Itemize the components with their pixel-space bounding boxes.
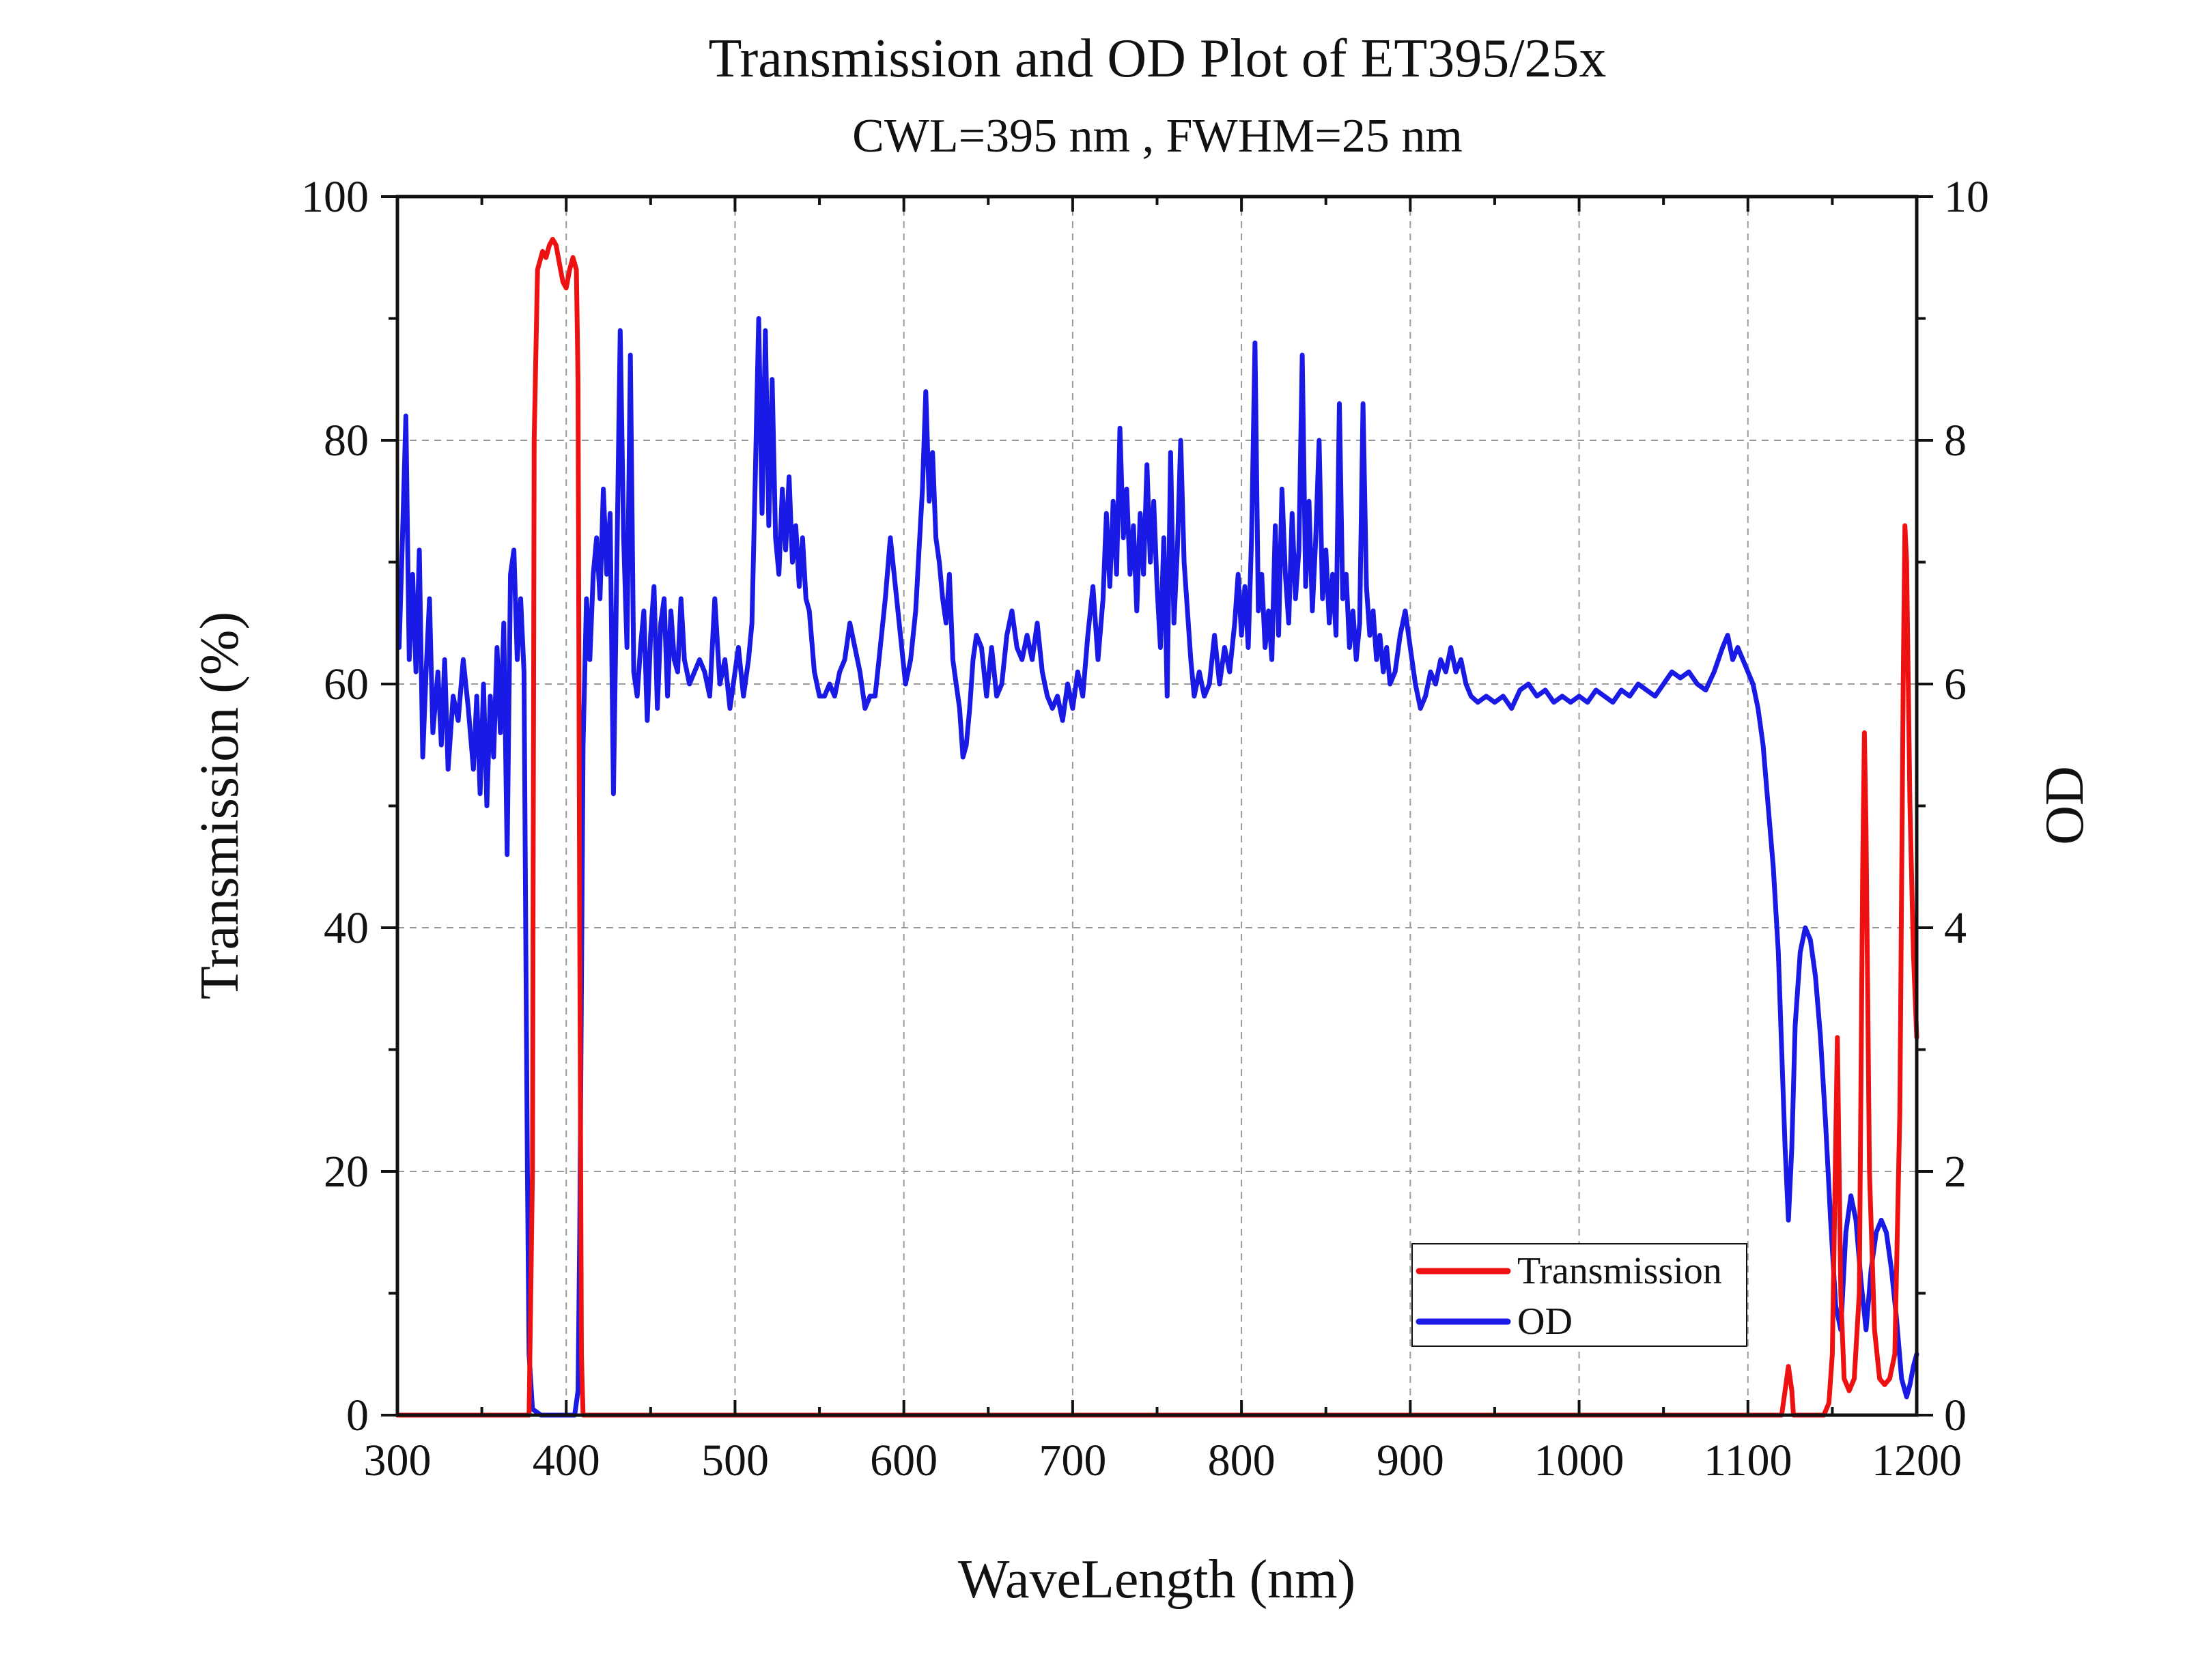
x-tick-label: 700 (1039, 1436, 1106, 1485)
legend-label-od: OD (1517, 1300, 1573, 1343)
x-tick-label: 300 (364, 1436, 432, 1485)
series-line-od (397, 316, 1919, 1418)
chart-subtitle: CWL=395 nm , FWHM=25 nm (852, 110, 1463, 162)
y2-tick-label: 2 (1944, 1147, 1967, 1197)
y-tick-label: 20 (324, 1147, 369, 1197)
x-axis-title: WaveLength (nm) (958, 1550, 1355, 1610)
x-tick-label: 1200 (1872, 1436, 1962, 1485)
x-tick-label: 1000 (1534, 1436, 1624, 1485)
x-tick-label: 800 (1208, 1436, 1276, 1485)
x-tick-label: 400 (533, 1436, 600, 1485)
y-tick-label: 80 (324, 416, 369, 466)
x-tick-label: 900 (1377, 1436, 1444, 1485)
x-tick-labels: 300 400 500 600 700 800 900 1000 1100 1200 (364, 1436, 1962, 1485)
y2-axis-title: OD (2035, 766, 2095, 845)
y2-tick-label: 0 (1944, 1391, 1967, 1440)
y-tick-label: 100 (301, 172, 369, 222)
y-axis-title: Transmission (%) (190, 612, 250, 999)
legend-box (1411, 1243, 1747, 1347)
axis-ticks (381, 195, 1933, 1416)
x-tick-label: 500 (701, 1436, 769, 1485)
legend-label-transmission: Transmission (1517, 1250, 1722, 1292)
y2-tick-label: 10 (1944, 172, 1989, 222)
y-tick-label: 60 (324, 659, 369, 709)
y2-tick-label: 6 (1944, 659, 1967, 709)
y2-tick-label: 8 (1944, 416, 1967, 466)
y-tick-label: 0 (346, 1391, 369, 1440)
y2-tick-labels: 0 2 4 6 8 10 (1944, 172, 1989, 1440)
y-tick-labels: 0 20 40 60 80 100 (301, 172, 369, 1440)
y2-tick-label: 4 (1944, 903, 1967, 953)
legend: Transmission OD (1411, 1243, 1747, 1347)
x-tick-label: 600 (870, 1436, 938, 1485)
x-tick-label: 1100 (1704, 1436, 1792, 1485)
chart-title: Transmission and OD Plot of ET395/25x (709, 29, 1607, 89)
y-tick-label: 40 (324, 903, 369, 953)
